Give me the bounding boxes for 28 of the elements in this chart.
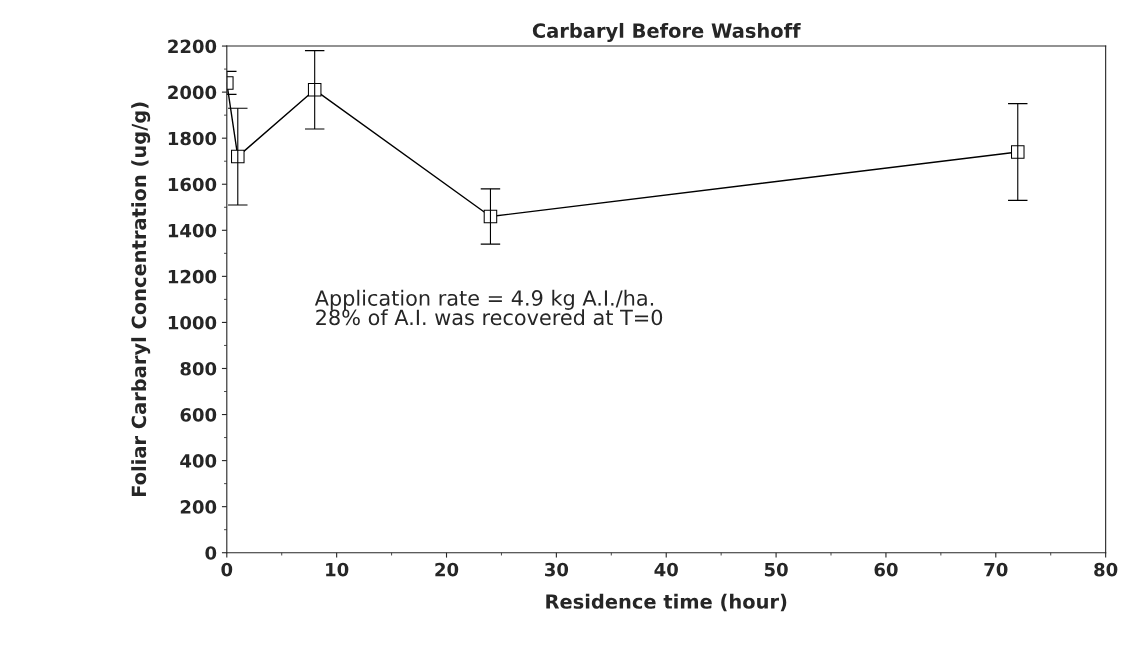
x-tick-label: 0	[221, 562, 233, 577]
y-tick-label: 1600	[168, 177, 217, 192]
x-tick-label: 30	[545, 562, 569, 577]
y-axis-title: Foliar Carbaryl Concentration (ug/g)	[131, 102, 151, 497]
annotation: Application rate = 4.9 kg A.I./ha. 28% of A.I. was recovered at T=0	[314, 289, 663, 326]
point	[231, 149, 245, 164]
x-tick-label: 50	[764, 562, 788, 577]
y-tick-label: 400	[180, 454, 217, 468]
y-tick-label: 1800	[168, 131, 217, 146]
x-tick-label: 70	[984, 562, 1008, 577]
x-tick-label: 40	[654, 562, 678, 577]
point	[307, 83, 322, 97]
x-tick-label: 20	[435, 562, 459, 577]
y-tick-label: 800	[180, 361, 217, 376]
x-tick-label: 10	[326, 562, 349, 577]
y-tick-label: 200	[180, 500, 217, 514]
point	[1011, 145, 1025, 159]
y-tick-label: 600	[180, 408, 217, 422]
y-tick-label: 1000	[168, 315, 217, 330]
y-tick-label: 2000	[168, 85, 217, 100]
chart-title: Carbaryl Before Washoff	[532, 22, 801, 42]
y-tick-label: 0	[205, 546, 217, 560]
y-tick-label: 2200	[168, 39, 217, 54]
x-tick-label: 60	[874, 562, 898, 577]
y-tick-label: 1400	[168, 223, 217, 238]
y-tick-label: 1200	[168, 269, 217, 284]
x-tick-label: 80	[1094, 562, 1118, 577]
x-axis-title: Residence time (hour)	[546, 593, 787, 612]
